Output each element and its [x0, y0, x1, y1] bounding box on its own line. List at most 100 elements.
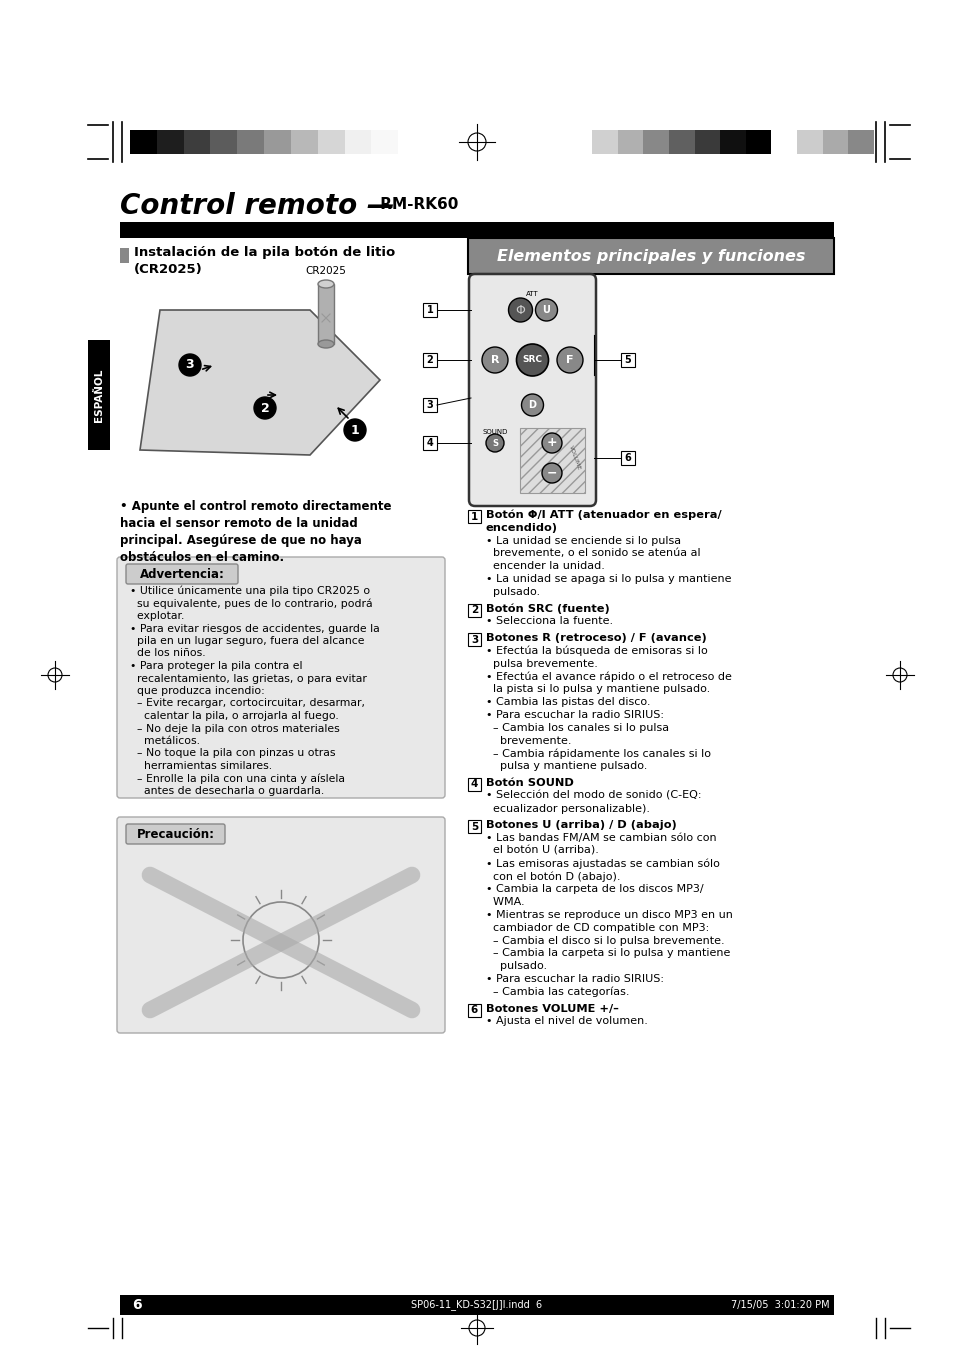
FancyBboxPatch shape — [620, 451, 635, 465]
Text: el botón U (arriba).: el botón U (arriba). — [485, 846, 598, 857]
Circle shape — [516, 345, 548, 376]
Text: • Utilice únicamente una pila tipo CR2025 o: • Utilice únicamente una pila tipo CR202… — [130, 586, 370, 597]
Text: Elementos principales y funciones: Elementos principales y funciones — [497, 249, 804, 263]
Text: • Selecciona la fuente.: • Selecciona la fuente. — [485, 616, 613, 627]
Text: 2: 2 — [471, 605, 477, 615]
Text: 3: 3 — [426, 400, 433, 409]
Bar — [88, 340, 110, 450]
Text: • Mientras se reproduce un disco MP3 en un: • Mientras se reproduce un disco MP3 en … — [485, 911, 732, 920]
Text: 2: 2 — [260, 401, 269, 415]
Circle shape — [521, 394, 543, 416]
Bar — [344, 130, 371, 154]
Text: 4: 4 — [471, 780, 477, 789]
FancyBboxPatch shape — [468, 509, 480, 523]
FancyBboxPatch shape — [468, 820, 480, 834]
Text: – Cambia los canales si lo pulsa: – Cambia los canales si lo pulsa — [485, 723, 668, 732]
Text: • Cambia la carpeta de los discos MP3/: • Cambia la carpeta de los discos MP3/ — [485, 885, 703, 894]
Text: pila en un lugar seguro, fuera del alcance: pila en un lugar seguro, fuera del alcan… — [130, 636, 364, 646]
Text: antes de desecharla o guardarla.: antes de desecharla o guardarla. — [130, 786, 324, 796]
FancyBboxPatch shape — [422, 399, 436, 412]
Text: herramientas similares.: herramientas similares. — [130, 761, 272, 771]
Text: • Para evitar riesgos de accidentes, guarde la: • Para evitar riesgos de accidentes, gua… — [130, 624, 379, 634]
Bar — [264, 130, 291, 154]
Text: • La unidad se enciende si lo pulsa: • La unidad se enciende si lo pulsa — [485, 535, 680, 546]
Text: • La unidad se apaga si lo pulsa y mantiene: • La unidad se apaga si lo pulsa y manti… — [485, 574, 731, 584]
Text: – No toque la pila con pinzas u otras: – No toque la pila con pinzas u otras — [130, 748, 335, 758]
Text: Botón SRC (fuente): Botón SRC (fuente) — [485, 604, 609, 615]
Text: • Las emisoras ajustadas se cambian sólo: • Las emisoras ajustadas se cambian sólo — [485, 859, 720, 869]
Text: • Para escuchar la radio SIRIUS:: • Para escuchar la radio SIRIUS: — [485, 974, 663, 984]
Text: • Selección del modo de sonido (C-EQ:: • Selección del modo de sonido (C-EQ: — [485, 790, 700, 801]
Text: 6: 6 — [624, 453, 631, 463]
Text: encendido): encendido) — [485, 523, 558, 532]
Bar — [642, 130, 668, 154]
Bar — [519, 428, 584, 493]
Bar — [797, 130, 821, 154]
Text: 1: 1 — [471, 512, 477, 521]
Bar — [617, 130, 642, 154]
Text: Advertencia:: Advertencia: — [139, 567, 224, 581]
Text: Botón SOUND: Botón SOUND — [485, 778, 574, 788]
Text: 5: 5 — [624, 355, 631, 365]
Text: 1: 1 — [351, 423, 359, 436]
Bar — [821, 130, 847, 154]
Text: 3: 3 — [186, 358, 194, 372]
Text: que produzca incendio:: que produzca incendio: — [130, 686, 265, 696]
Text: explotar.: explotar. — [130, 611, 184, 621]
Bar — [156, 130, 183, 154]
Text: 7/15/05  3:01:20 PM: 7/15/05 3:01:20 PM — [731, 1300, 829, 1310]
Circle shape — [485, 434, 503, 453]
Text: – Cambia las categorías.: – Cambia las categorías. — [485, 986, 629, 997]
FancyBboxPatch shape — [620, 353, 635, 367]
Text: Botón Φ/I ATT (atenuador en espera/: Botón Φ/I ATT (atenuador en espera/ — [485, 509, 720, 520]
Text: ESPAÑOL: ESPAÑOL — [93, 369, 104, 422]
Bar — [668, 130, 694, 154]
FancyBboxPatch shape — [126, 563, 237, 584]
Text: – No deje la pila con otros materiales: – No deje la pila con otros materiales — [130, 724, 339, 734]
Text: pulsa y mantiene pulsado.: pulsa y mantiene pulsado. — [485, 761, 647, 771]
Text: S: S — [492, 439, 497, 447]
Text: Botones VOLUME +/–: Botones VOLUME +/– — [485, 1004, 618, 1013]
Text: D: D — [528, 400, 536, 409]
Circle shape — [541, 434, 561, 453]
FancyBboxPatch shape — [468, 604, 480, 616]
Text: Control remoto —: Control remoto — — [120, 192, 395, 220]
Text: SOUND: SOUND — [482, 430, 507, 435]
FancyBboxPatch shape — [468, 634, 480, 646]
Text: 4: 4 — [426, 438, 433, 449]
Bar — [183, 130, 211, 154]
Circle shape — [179, 354, 201, 376]
Text: encender la unidad.: encender la unidad. — [485, 561, 604, 571]
Bar — [397, 130, 424, 154]
Ellipse shape — [317, 340, 334, 349]
Text: – Enrolle la pila con una cinta y aíslela: – Enrolle la pila con una cinta y aíslel… — [130, 774, 345, 784]
Text: • Ajusta el nivel de volumen.: • Ajusta el nivel de volumen. — [485, 1016, 647, 1027]
Text: • Efectúa la búsqueda de emisoras si lo: • Efectúa la búsqueda de emisoras si lo — [485, 646, 707, 657]
Text: SRC: SRC — [522, 355, 542, 365]
Text: ecualizador personalizable).: ecualizador personalizable). — [485, 804, 649, 813]
Bar — [371, 130, 397, 154]
Text: Botones U (arriba) / D (abajo): Botones U (arriba) / D (abajo) — [485, 820, 676, 831]
Bar — [120, 1296, 833, 1315]
Bar — [592, 130, 617, 154]
Text: – Evite recargar, cortocircuitar, desarmar,: – Evite recargar, cortocircuitar, desarm… — [130, 698, 365, 708]
Text: brevemente.: brevemente. — [485, 735, 571, 746]
FancyBboxPatch shape — [469, 274, 596, 507]
Text: U: U — [542, 305, 550, 315]
Text: 5: 5 — [471, 821, 477, 832]
Bar — [237, 130, 264, 154]
Text: – Cambia el disco si lo pulsa brevemente.: – Cambia el disco si lo pulsa brevemente… — [485, 936, 724, 946]
Text: con el botón D (abajo).: con el botón D (abajo). — [485, 871, 619, 882]
Text: metálicos.: metálicos. — [130, 736, 200, 746]
Text: 1: 1 — [426, 305, 433, 315]
Text: ATT: ATT — [526, 290, 538, 297]
Circle shape — [541, 463, 561, 484]
Text: pulsado.: pulsado. — [485, 961, 547, 971]
Text: +: + — [546, 436, 557, 450]
Text: • Efectúa el avance rápido o el retroceso de: • Efectúa el avance rápido o el retroces… — [485, 671, 731, 682]
Text: • Las bandas FM/AM se cambian sólo con: • Las bandas FM/AM se cambian sólo con — [485, 834, 716, 843]
Text: F: F — [566, 355, 573, 365]
Text: 6: 6 — [471, 1005, 477, 1015]
Bar — [720, 130, 745, 154]
Text: cambiador de CD compatible con MP3:: cambiador de CD compatible con MP3: — [485, 923, 708, 932]
